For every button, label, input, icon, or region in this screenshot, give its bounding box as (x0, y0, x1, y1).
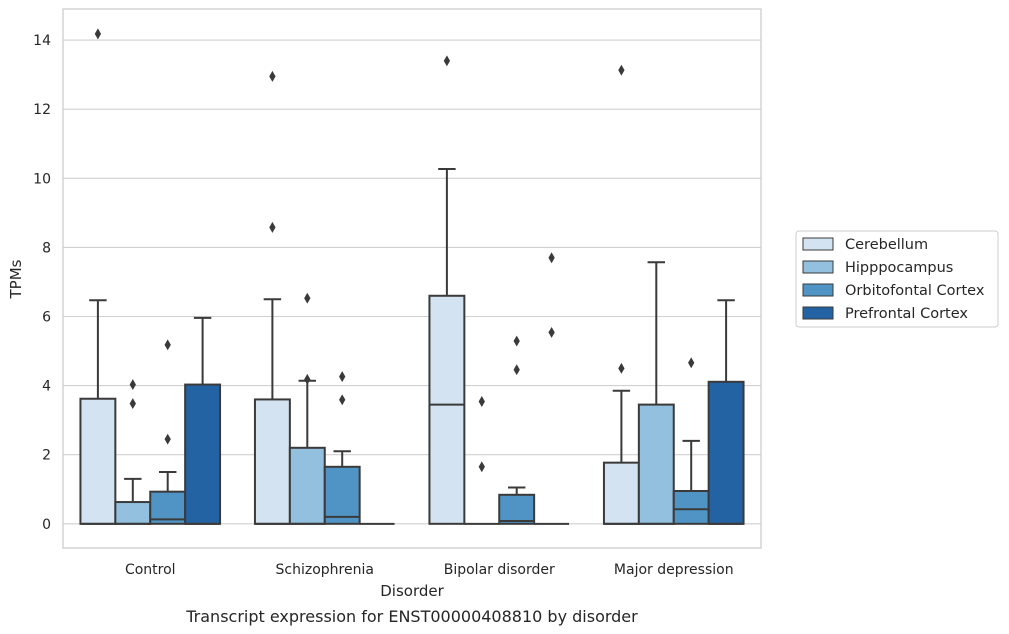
box-group (323, 371, 361, 525)
box (114, 501, 152, 525)
y-tick-label: 12 (33, 102, 51, 118)
box (184, 383, 222, 525)
outlier-point (304, 292, 311, 304)
outlier-point (548, 252, 555, 264)
x-axis-ticks: Control Schizophrenia Bipolar disorder Majo… (125, 562, 734, 578)
outlier-point (304, 373, 311, 385)
box-group (637, 261, 675, 525)
box-group (672, 357, 710, 525)
outlier-point (513, 335, 520, 347)
box-group (464, 396, 500, 525)
y-tick-label: 10 (33, 171, 51, 187)
outlier-point (339, 394, 346, 406)
box-group (534, 252, 570, 525)
legend-swatch (802, 306, 834, 320)
outlier-point (339, 371, 346, 383)
box (323, 465, 361, 525)
outlier-point (548, 326, 555, 338)
outlier-point (618, 362, 625, 374)
box (707, 380, 745, 525)
legend-swatch (802, 260, 834, 274)
box-group (79, 28, 117, 525)
x-tick-label: Control (125, 562, 176, 578)
outlier-point (688, 357, 695, 369)
box-group (602, 64, 640, 525)
outlier-point (164, 339, 171, 351)
box (498, 493, 536, 525)
legend-label: Cerebellum (845, 237, 928, 253)
y-tick-label: 2 (42, 448, 51, 464)
legend: Cerebellum Hipppocampus Orbitofontal Corte… (795, 230, 999, 328)
outlier-point (94, 28, 102, 40)
legend-label: Orbitofontal Cortex (845, 283, 985, 299)
outlier-point (269, 70, 276, 82)
box-group (184, 316, 222, 525)
chart-caption: Transcript expression for ENST0000040881… (185, 607, 638, 626)
y-axis-ticks: 0 2 4 6 8 10 12 14 (33, 33, 51, 533)
y-tick-label: 4 (42, 379, 51, 395)
box-group (498, 335, 536, 525)
outlier-point (269, 221, 276, 233)
x-tick-label: Major depression (614, 562, 734, 578)
y-tick-label: 0 (42, 517, 51, 533)
y-tick-label: 8 (42, 240, 51, 256)
legend-label: Prefrontal Cortex (845, 306, 968, 322)
box (79, 397, 117, 525)
outlier-point (513, 364, 520, 376)
box-group (114, 379, 152, 525)
outlier-point (129, 398, 136, 410)
box (637, 403, 675, 525)
gridlines (63, 39, 761, 525)
outlier-point (443, 55, 451, 67)
box (288, 446, 326, 525)
box-group (253, 70, 291, 525)
legend-frame (795, 230, 999, 328)
outlier-point (478, 461, 485, 473)
outlier-point (164, 433, 171, 445)
y-axis-label: TPMs (7, 259, 25, 299)
box (602, 461, 640, 525)
y-tick-label: 14 (33, 33, 51, 49)
boxes (79, 28, 745, 525)
legend-swatch (802, 237, 834, 251)
box (253, 398, 291, 525)
box (428, 294, 466, 525)
legend-swatch (802, 283, 834, 297)
outlier-point (478, 396, 485, 407)
legend-label: Hipppocampus (845, 260, 953, 276)
x-tick-label: Schizophrenia (276, 562, 374, 578)
box (672, 489, 710, 525)
outlier-point (129, 379, 136, 391)
x-tick-label: Bipolar disorder (444, 562, 555, 578)
outlier-point (618, 64, 625, 76)
box-group (149, 339, 187, 525)
y-tick-label: 6 (42, 310, 51, 326)
plot-area-frame (62, 8, 762, 549)
x-axis-label: Disorder (380, 582, 444, 600)
box-group (707, 299, 745, 525)
box-group (428, 55, 466, 525)
box-group (288, 292, 326, 525)
